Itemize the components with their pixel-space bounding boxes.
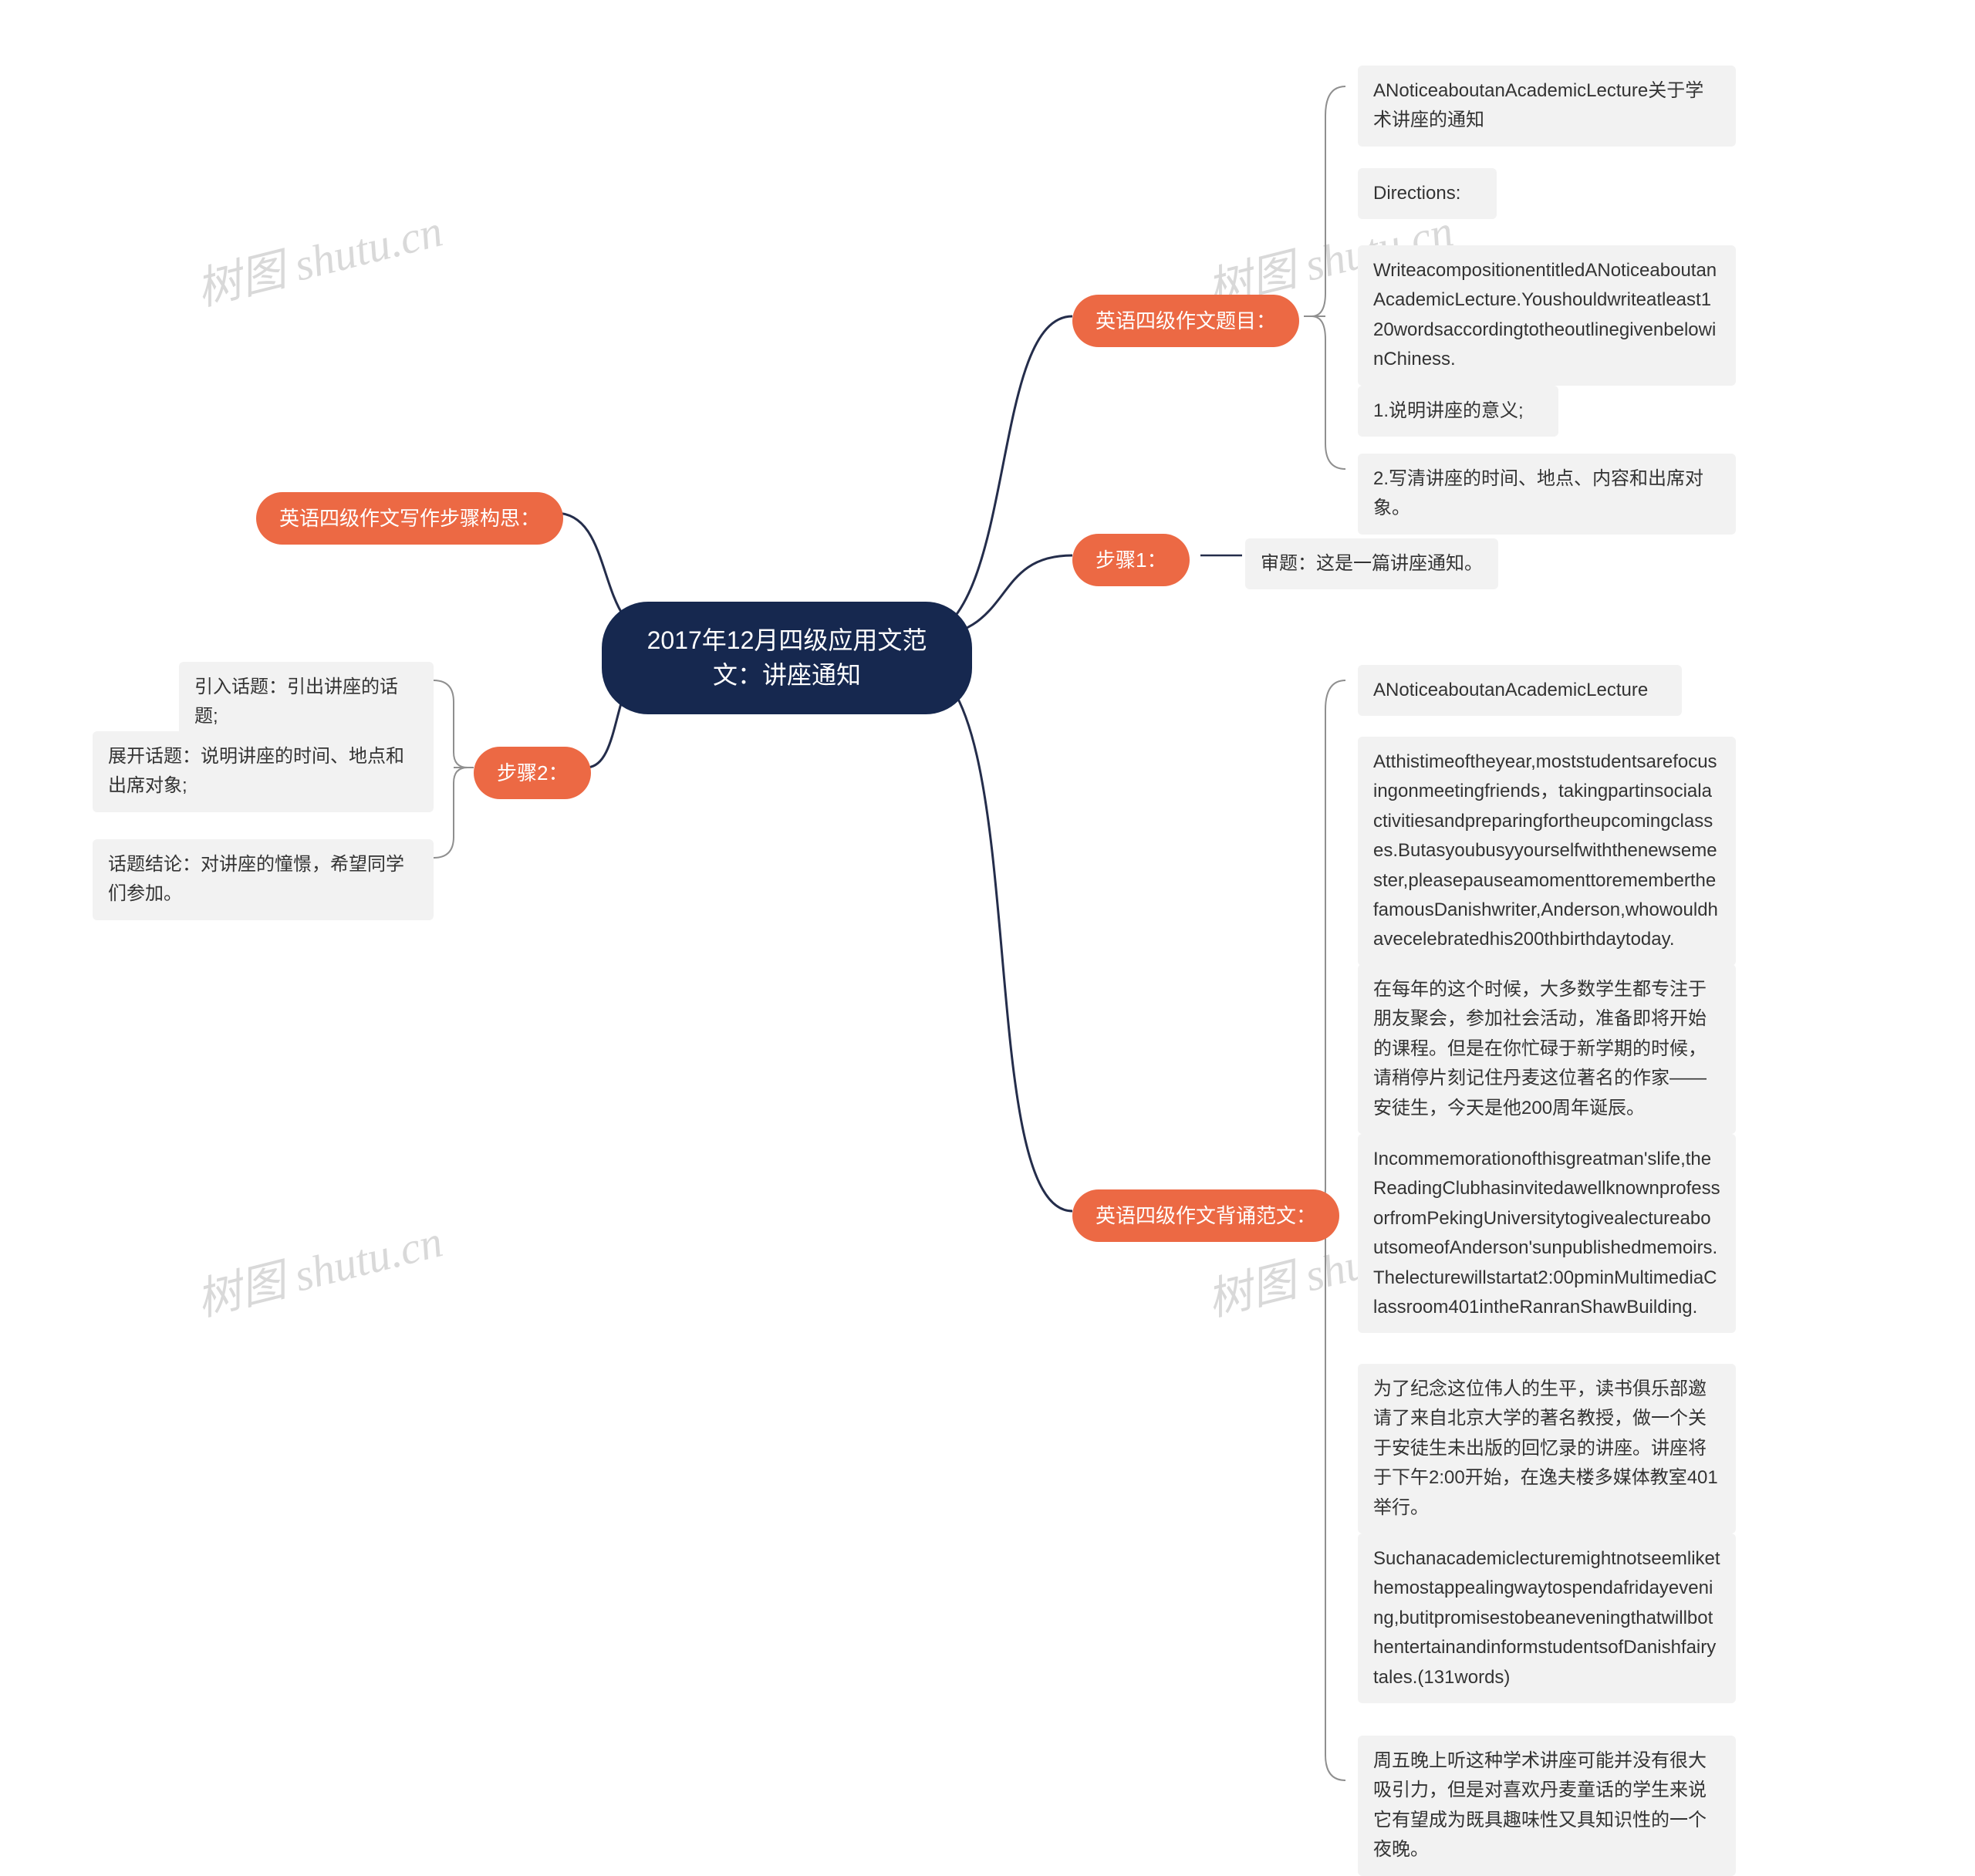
branch-topic: 英语四级作文题目： <box>1072 295 1299 347</box>
watermark: 树图 shutu.cn <box>189 194 448 318</box>
mindmap-canvas: 树图 shutu.cn 树图 shutu.cn 树图 shutu.cn 树图 s… <box>0 0 1975 1871</box>
leaf-model-3: Incommemorationofthisgreatman'slife,theR… <box>1358 1134 1736 1333</box>
leaf-step2-1: 展开话题：说明讲座的时间、地点和出席对象; <box>93 731 434 812</box>
leaf-topic-3: 1.说明讲座的意义; <box>1358 386 1558 437</box>
leaf-model-4: 为了纪念这位伟人的生平，读书俱乐部邀请了来自北京大学的著名教授，做一个关于安徒生… <box>1358 1364 1736 1534</box>
leaf-topic-1: Directions: <box>1358 168 1497 219</box>
leaf-model-2: 在每年的这个时候，大多数学生都专注于朋友聚会，参加社会活动，准备即将开始的课程。… <box>1358 964 1736 1134</box>
leaf-model-0: ANoticeaboutanAcademicLecture <box>1358 665 1682 716</box>
branch-step1: 步骤1： <box>1072 534 1190 586</box>
watermark: 树图 shutu.cn <box>189 1205 448 1328</box>
branch-step2: 步骤2： <box>474 747 591 799</box>
branch-writing-steps: 英语四级作文写作步骤构思： <box>256 492 563 545</box>
leaf-step2-2: 话题结论：对讲座的憧憬，希望同学们参加。 <box>93 839 434 920</box>
branch-model: 英语四级作文背诵范文： <box>1072 1189 1339 1242</box>
leaf-topic-4: 2.写清讲座的时间、地点、内容和出席对象。 <box>1358 454 1736 535</box>
leaf-model-1: Atthistimeoftheyear,moststudentsarefocus… <box>1358 737 1736 966</box>
leaf-step1-0: 审题：这是一篇讲座通知。 <box>1245 538 1498 589</box>
root-node: 2017年12月四级应用文范文：讲座通知 <box>602 602 972 714</box>
leaf-model-5: Suchanacademiclecturemightnotseemlikethe… <box>1358 1534 1736 1703</box>
leaf-model-6: 周五晚上听这种学术讲座可能并没有很大吸引力，但是对喜欢丹麦童话的学生来说它有望成… <box>1358 1736 1736 1876</box>
leaf-topic-2: WriteacompositionentitledANoticeaboutanA… <box>1358 245 1736 386</box>
leaf-topic-0: ANoticeaboutanAcademicLecture关于学术讲座的通知 <box>1358 66 1736 147</box>
